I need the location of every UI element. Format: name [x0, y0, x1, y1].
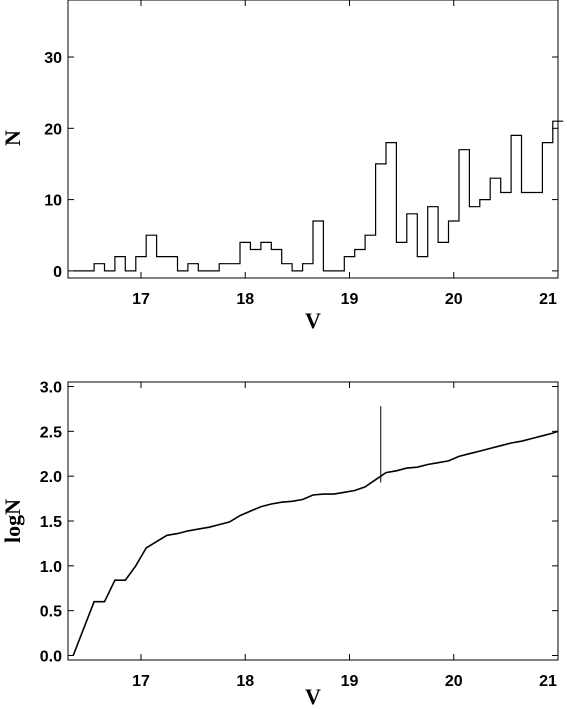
bottom-line-series: [72, 406, 559, 656]
bottom-tick-labels: 17 18 19 20 21 0.0 0.5 1.0 1.5 2.0 2.5 3.0: [40, 379, 557, 690]
cumulative-line: [72, 430, 559, 656]
top-ytick-label: 30: [44, 50, 62, 67]
bottom-xtick-label: 20: [445, 673, 463, 690]
bottom-ytick-label: 0.0: [40, 649, 62, 666]
bottom-axis-ticks: [68, 382, 559, 660]
bottom-plot-frame: [67, 381, 559, 661]
bottom-ylabel: logN: [0, 499, 25, 543]
top-ytick-label: 20: [44, 121, 62, 138]
bottom-ytick-label: 0.5: [40, 604, 62, 621]
bottom-xtick-label: 17: [132, 673, 150, 690]
bottom-xtick-label: 19: [341, 673, 359, 690]
bottom-ytick-label: 3.0: [40, 379, 62, 396]
bottom-xtick-label: 21: [539, 673, 557, 690]
top-histogram: [73, 120, 564, 272]
top-tick-labels: 17 18 19 20 21 0 10 20 30: [44, 50, 557, 308]
top-xlabel: V: [305, 308, 321, 333]
top-xtick-label: 17: [132, 291, 150, 308]
top-axis-ticks: [68, 0, 559, 278]
top-xtick-label: 21: [539, 291, 557, 308]
top-ytick-label: 0: [53, 264, 62, 281]
bottom-ytick-label: 1.0: [40, 559, 62, 576]
top-xtick-label: 19: [341, 291, 359, 308]
top-ytick-label: 10: [44, 193, 62, 210]
bottom-ytick-label: 2.5: [40, 424, 62, 441]
top-ylabel: N: [0, 130, 25, 146]
bottom-xtick-label: 18: [236, 673, 254, 690]
bottom-xlabel: V: [305, 684, 321, 709]
bottom-ytick-label: 1.5: [40, 514, 62, 531]
top-xtick-label: 18: [236, 291, 254, 308]
top-xtick-label: 20: [445, 291, 463, 308]
bottom-ytick-label: 2.0: [40, 469, 62, 486]
histogram-outline: [73, 120, 564, 272]
top-plot-frame: [67, 0, 559, 279]
